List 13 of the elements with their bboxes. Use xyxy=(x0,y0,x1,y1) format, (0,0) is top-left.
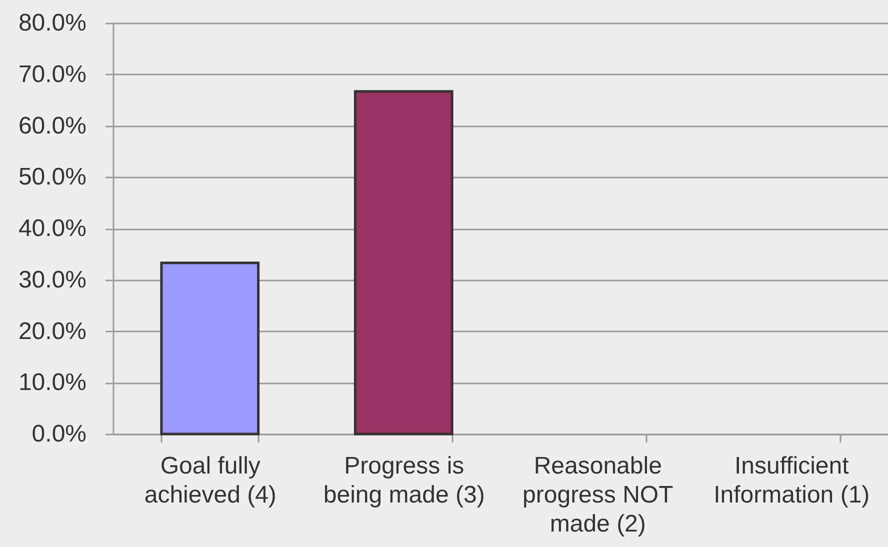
x-tick-label: Goal fully achieved (4) xyxy=(144,452,276,508)
y-tick-label: 10.0% xyxy=(18,369,86,396)
y-tick-label: 20.0% xyxy=(18,318,86,345)
y-tick-label: 50.0% xyxy=(18,164,86,191)
y-tick-label: 80.0% xyxy=(18,10,86,36)
y-tick-label: 30.0% xyxy=(18,266,86,294)
y-tick-label: 0.0% xyxy=(32,420,86,448)
y-tick-label: 40.0% xyxy=(18,215,86,242)
x-tick-label: Insufficient Information (1) xyxy=(714,452,870,508)
y-tick-label: 60.0% xyxy=(18,112,86,140)
x-tick-label: Progress is being made (3) xyxy=(323,452,485,508)
y-tick-label: 70.0% xyxy=(18,60,86,88)
x-tick-label: Reasonable progress NOT made (2) xyxy=(522,452,674,538)
